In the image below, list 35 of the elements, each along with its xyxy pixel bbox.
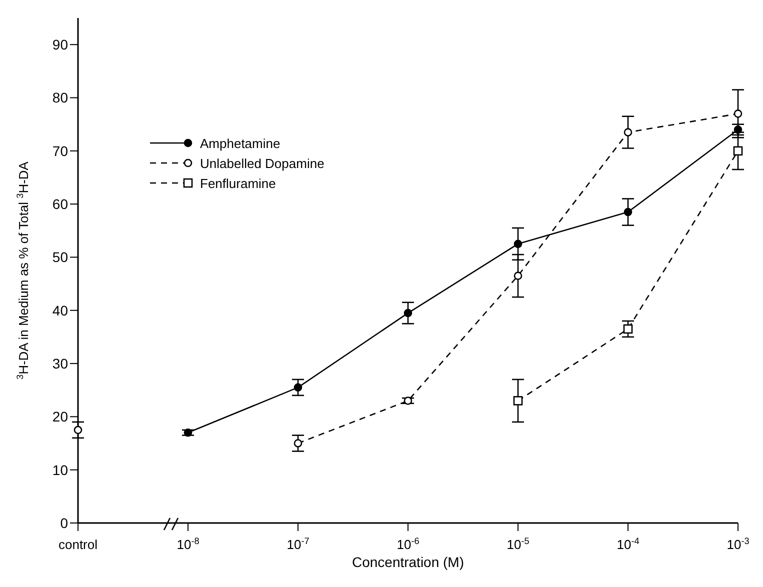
y-tick-label: 90 (52, 36, 68, 53)
x-tick-label: 10$^{-5}$ (506, 536, 530, 552)
y-tick-label: 10 (52, 462, 68, 478)
y-tick-label: 60 (52, 196, 68, 212)
point (74, 426, 82, 434)
y-tick-label: 50 (52, 249, 68, 266)
point (404, 396, 412, 405)
y-tick-label: 80 (52, 90, 68, 106)
x-tick-label: 10$^{-6}$ (396, 536, 420, 552)
y-tick-label: 40 (52, 302, 68, 318)
x-tick-label: 10$^{-7}$ (286, 536, 310, 552)
legend-label: Amphetamine (200, 136, 280, 150)
y-tick-label: 20 (52, 408, 68, 425)
point (624, 208, 632, 216)
x-tick-label: 10$^{-8}$ (176, 536, 200, 552)
y-tick-label: 30 (52, 355, 68, 372)
point (514, 272, 522, 280)
point (294, 439, 302, 448)
point (404, 308, 412, 318)
point (513, 396, 523, 406)
x-tick-label: 10$^{-3}$ (726, 536, 750, 552)
y-tick-label: 70 (52, 142, 68, 159)
y-tick-label: 0 (60, 514, 68, 531)
point (184, 428, 192, 437)
point (623, 324, 633, 334)
x-tick-label: 10$^{-4}$ (616, 536, 640, 552)
point (733, 146, 743, 156)
legend-label: Unlabelled Dopamine (200, 156, 324, 170)
x-axis-title: Concentration (M) (352, 554, 464, 570)
legend-label: Fenfluramine (200, 176, 276, 190)
point (624, 128, 632, 136)
x-tick-label: control (58, 537, 98, 552)
point (294, 383, 302, 392)
point (514, 240, 522, 248)
point (734, 110, 742, 118)
